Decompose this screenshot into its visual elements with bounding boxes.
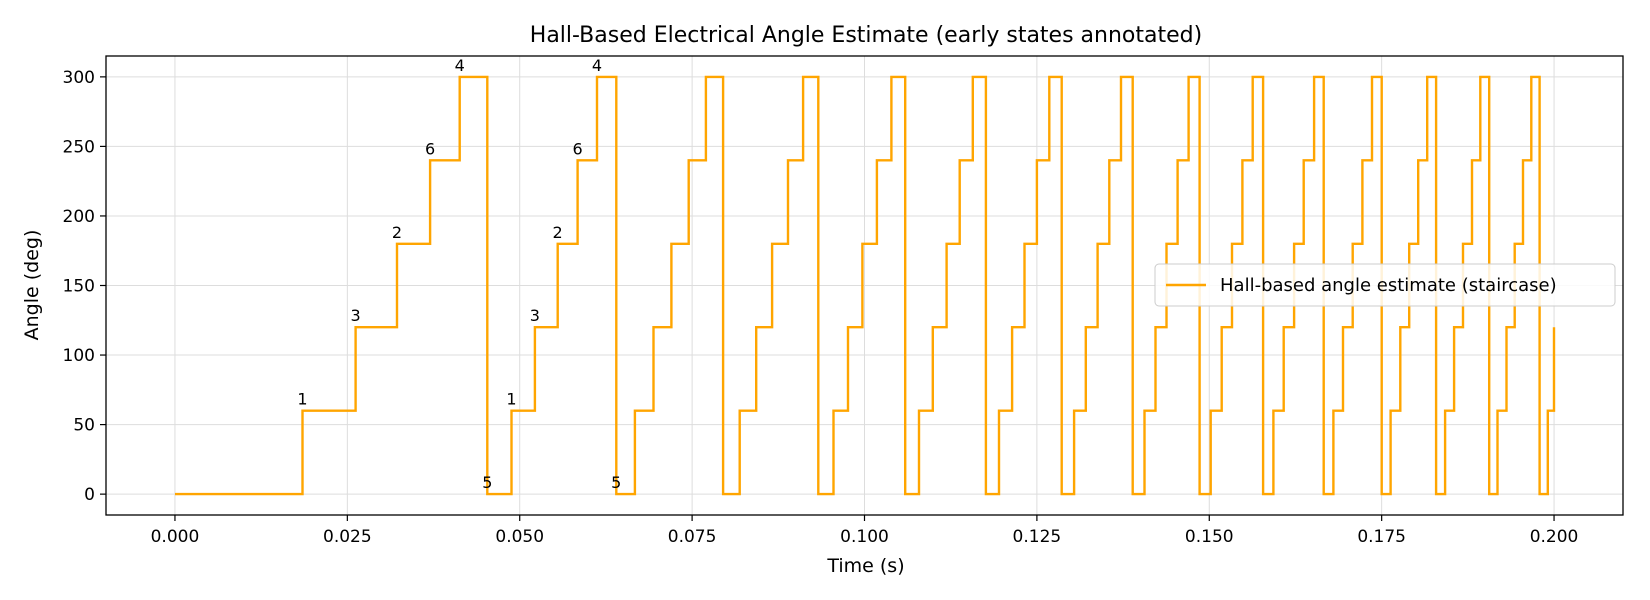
y-tick-label: 0 <box>84 485 95 505</box>
axis-ticks: 0.000 0.025 0.050 0.075 0.100 0.125 0.150 0.175… <box>63 68 1579 547</box>
x-tick-label: 0.125 <box>1013 527 1062 547</box>
x-tick-label: 0.175 <box>1357 527 1406 547</box>
x-tick-label: 0.150 <box>1185 527 1234 547</box>
state-annotation: 3 <box>351 306 361 325</box>
state-annotation: 1 <box>506 390 516 409</box>
state-annotation: 6 <box>425 139 435 158</box>
x-tick-label: 0.000 <box>151 527 200 547</box>
state-annotation: 2 <box>553 223 563 242</box>
series-line-hall-angle <box>175 75 1556 496</box>
state-annotation: 5 <box>611 473 621 492</box>
state-annotation: 6 <box>573 139 583 158</box>
state-annotation: 1 <box>297 390 307 409</box>
legend-label: Hall-based angle estimate (staircase) <box>1220 275 1557 296</box>
y-tick-label: 200 <box>63 207 95 227</box>
x-axis-label: Time (s) <box>826 555 904 577</box>
chart-title: Hall-Based Electrical Angle Estimate (ea… <box>530 23 1202 48</box>
x-tick-label: 0.025 <box>323 527 372 547</box>
legend-box <box>1154 263 1616 307</box>
y-tick-label: 300 <box>63 68 95 88</box>
state-annotation: 2 <box>392 223 402 242</box>
y-tick-label: 50 <box>73 416 95 436</box>
x-tick-label: 0.050 <box>495 527 544 547</box>
state-annotation: 4 <box>592 56 602 75</box>
series-layer <box>175 75 1556 496</box>
legend: Hall-based angle estimate (staircase) <box>1154 263 1616 307</box>
state-annotation: 3 <box>530 306 540 325</box>
state-annotations: 1 3 2 6 4 5 1 3 2 6 4 5 <box>297 56 621 492</box>
x-tick-label: 0.100 <box>840 527 889 547</box>
x-tick-label: 0.075 <box>668 527 717 547</box>
y-tick-label: 100 <box>63 346 95 366</box>
state-annotation: 5 <box>482 473 492 492</box>
y-tick-label: 250 <box>63 137 95 157</box>
y-axis-label: Angle (deg) <box>21 230 43 341</box>
y-tick-label: 150 <box>63 277 95 297</box>
state-annotation: 4 <box>455 56 465 75</box>
x-tick-label: 0.200 <box>1530 527 1579 547</box>
